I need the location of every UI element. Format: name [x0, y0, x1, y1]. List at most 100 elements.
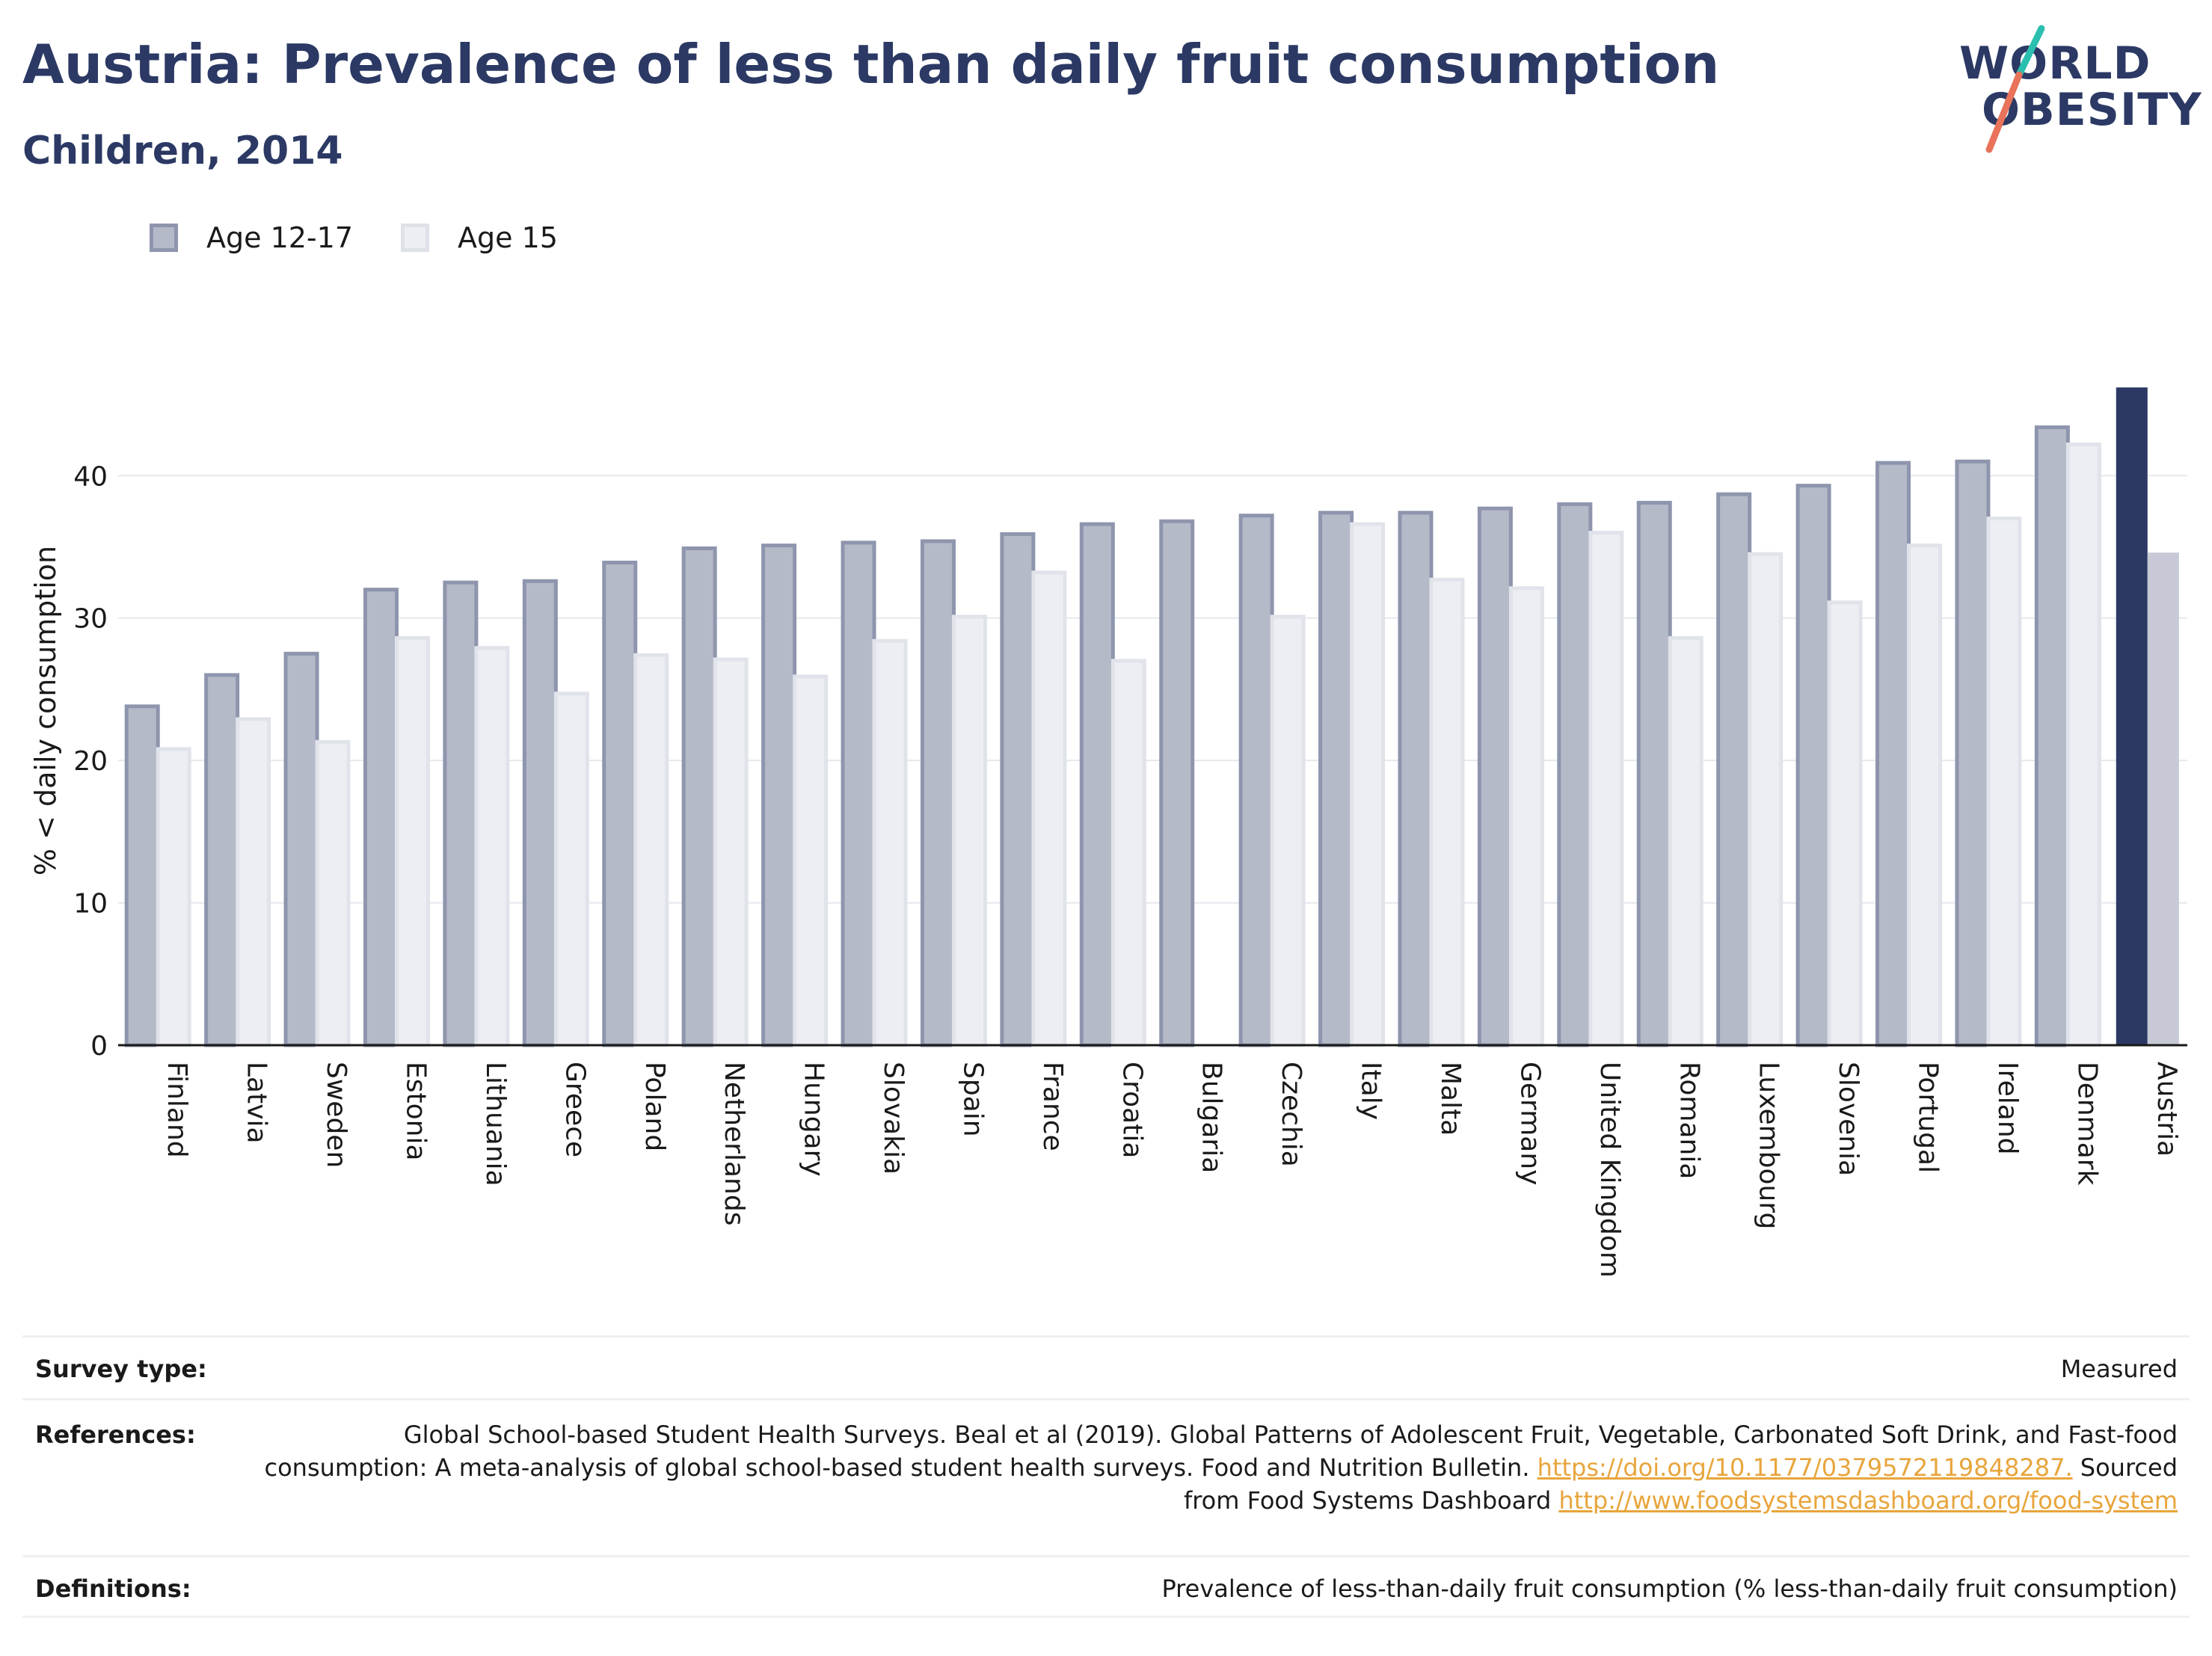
bar-age-15: [474, 646, 510, 1047]
x-tick-label: Spain: [957, 1062, 988, 1137]
bar-age-15: [1668, 635, 1703, 1047]
references-row: References: Global School-based Student …: [22, 1398, 2190, 1555]
bar-age-12-17: [1398, 511, 1434, 1047]
bar-age-12-17: [1079, 522, 1115, 1047]
bar-age-12-17: [1875, 461, 1911, 1047]
bar-age-12-17: [681, 546, 717, 1047]
x-tick-label: Greece: [559, 1062, 590, 1157]
legend-item-age-12-17: Age 12-17: [150, 221, 353, 254]
x-tick-label: Latvia: [242, 1062, 272, 1144]
bar-age-12-17: [363, 588, 399, 1047]
references-value: Global School-based Student Health Surve…: [233, 1418, 2178, 1517]
x-tick-label: Italy: [1356, 1062, 1386, 1120]
chart-footer: Survey type: Measured References: Global…: [22, 1335, 2190, 1618]
bar-age-15: [1350, 522, 1386, 1047]
bar-age-15: [1827, 600, 1863, 1047]
bar-age-15: [793, 674, 829, 1047]
bar-age-12-17: [602, 560, 638, 1047]
y-axis-label: % < daily consumption: [29, 546, 62, 875]
legend-swatch-age-15: [401, 224, 429, 252]
bar-age-12-17: [920, 539, 956, 1047]
bar-age-15: [2147, 552, 2179, 1045]
x-tick-label: Hungary: [799, 1062, 829, 1177]
x-tick-label: Estonia: [400, 1062, 431, 1161]
x-tick-label: Finland: [162, 1062, 192, 1158]
bar-age-15: [633, 653, 669, 1047]
x-tick-label: Denmark: [2071, 1062, 2102, 1186]
logo-line-1: WORLD: [1959, 37, 2151, 90]
chart-subtitle: Children, 2014: [22, 129, 343, 173]
bar-age-15: [394, 635, 430, 1047]
x-tick-label: Germany: [1514, 1062, 1545, 1185]
x-tick-label: Sweden: [321, 1062, 351, 1168]
world-obesity-logo: WORLD OBESITY: [1952, 22, 2202, 157]
y-tick-label: 0: [90, 1031, 108, 1062]
bar-age-12-17: [1795, 484, 1831, 1047]
x-tick-label: Austria: [2151, 1062, 2182, 1157]
survey-type-row: Survey type: Measured: [22, 1335, 2190, 1398]
bar-age-15: [1031, 570, 1067, 1047]
references-label: References:: [35, 1420, 196, 1449]
bar-age-15: [1986, 516, 2022, 1047]
x-tick-label: Ireland: [1992, 1062, 2023, 1155]
bar-age-12-17: [1716, 492, 1752, 1047]
bar-age-12-17: [2116, 387, 2148, 1045]
x-tick-label: Croatia: [1116, 1062, 1147, 1158]
bar-age-15: [315, 739, 351, 1047]
survey-type-label: Survey type:: [35, 1355, 207, 1383]
y-tick-label: 40: [73, 461, 108, 492]
bar-age-12-17: [1477, 506, 1513, 1047]
bar-age-15: [951, 615, 987, 1047]
y-tick-label: 20: [73, 746, 108, 777]
bar-age-12-17: [283, 651, 319, 1047]
x-tick-label: Luxembourg: [1754, 1062, 1784, 1229]
legend-label-age-15: Age 15: [458, 221, 558, 254]
food-systems-link[interactable]: http://www.foodsystemsdashboard.org/food…: [1558, 1486, 2178, 1515]
x-tick-label: Romania: [1674, 1062, 1704, 1179]
bar-age-15: [1429, 577, 1465, 1047]
bar-age-15: [1907, 544, 1943, 1047]
bar-age-15: [156, 747, 191, 1047]
x-tick-label: Malta: [1435, 1062, 1466, 1136]
references-mid-text: Sourced from Food Systems Dashboard: [1183, 1453, 2178, 1515]
bar-age-15: [236, 717, 271, 1047]
bar-age-12-17: [522, 579, 558, 1047]
x-tick-label: Czechia: [1276, 1062, 1306, 1167]
bar-age-12-17: [761, 544, 797, 1047]
bar-age-12-17: [841, 541, 876, 1047]
bar-age-12-17: [1955, 459, 1991, 1047]
x-tick-label: Netherlands: [719, 1062, 749, 1225]
bar-age-12-17: [2034, 425, 2070, 1047]
x-tick-label: Lithuania: [480, 1062, 511, 1186]
legend-label-age-12-17: Age 12-17: [206, 221, 353, 254]
references-text: Global School-based Student Health Surve…: [264, 1420, 2178, 1482]
x-tick-label: Poland: [639, 1062, 670, 1151]
bar-age-12-17: [1557, 502, 1593, 1047]
bar-age-12-17: [443, 580, 479, 1047]
doi-link[interactable]: https://doi.org/10.1177/0379572119848287…: [1537, 1453, 2073, 1482]
logo-slash-icon: [1985, 25, 2045, 153]
bar-age-12-17: [204, 673, 240, 1047]
bar-age-12-17: [1159, 519, 1195, 1047]
definitions-label: Definitions:: [35, 1575, 191, 1603]
chart-title: Austria: Prevalence of less than daily f…: [22, 33, 1720, 96]
bar-age-15: [1748, 552, 1784, 1047]
bar-age-15: [1588, 530, 1624, 1047]
bar-age-15: [1110, 659, 1146, 1047]
x-tick-label: Bulgaria: [1196, 1062, 1227, 1173]
bar-age-12-17: [124, 704, 160, 1047]
bar-age-15: [553, 692, 589, 1047]
bar-age-15: [872, 638, 908, 1047]
legend-swatch-age-12-17: [150, 224, 178, 252]
bar-age-15: [1508, 586, 1544, 1047]
x-tick-label: United Kingdom: [1594, 1062, 1625, 1278]
definitions-value: Prevalence of less-than-daily fruit cons…: [1161, 1575, 2178, 1603]
definitions-row: Definitions: Prevalence of less-than-dai…: [22, 1555, 2190, 1618]
bar-age-15: [2065, 442, 2101, 1047]
y-tick-label: 30: [73, 604, 108, 635]
x-tick-label: France: [1037, 1062, 1068, 1151]
bar-age-15: [713, 657, 749, 1047]
bar-chart: 0 10 20 30 40 % < daily consumption Finland Lat…: [29, 387, 2187, 1278]
bar-age-12-17: [1318, 511, 1354, 1047]
x-tick-label: Portugal: [1913, 1062, 1944, 1173]
